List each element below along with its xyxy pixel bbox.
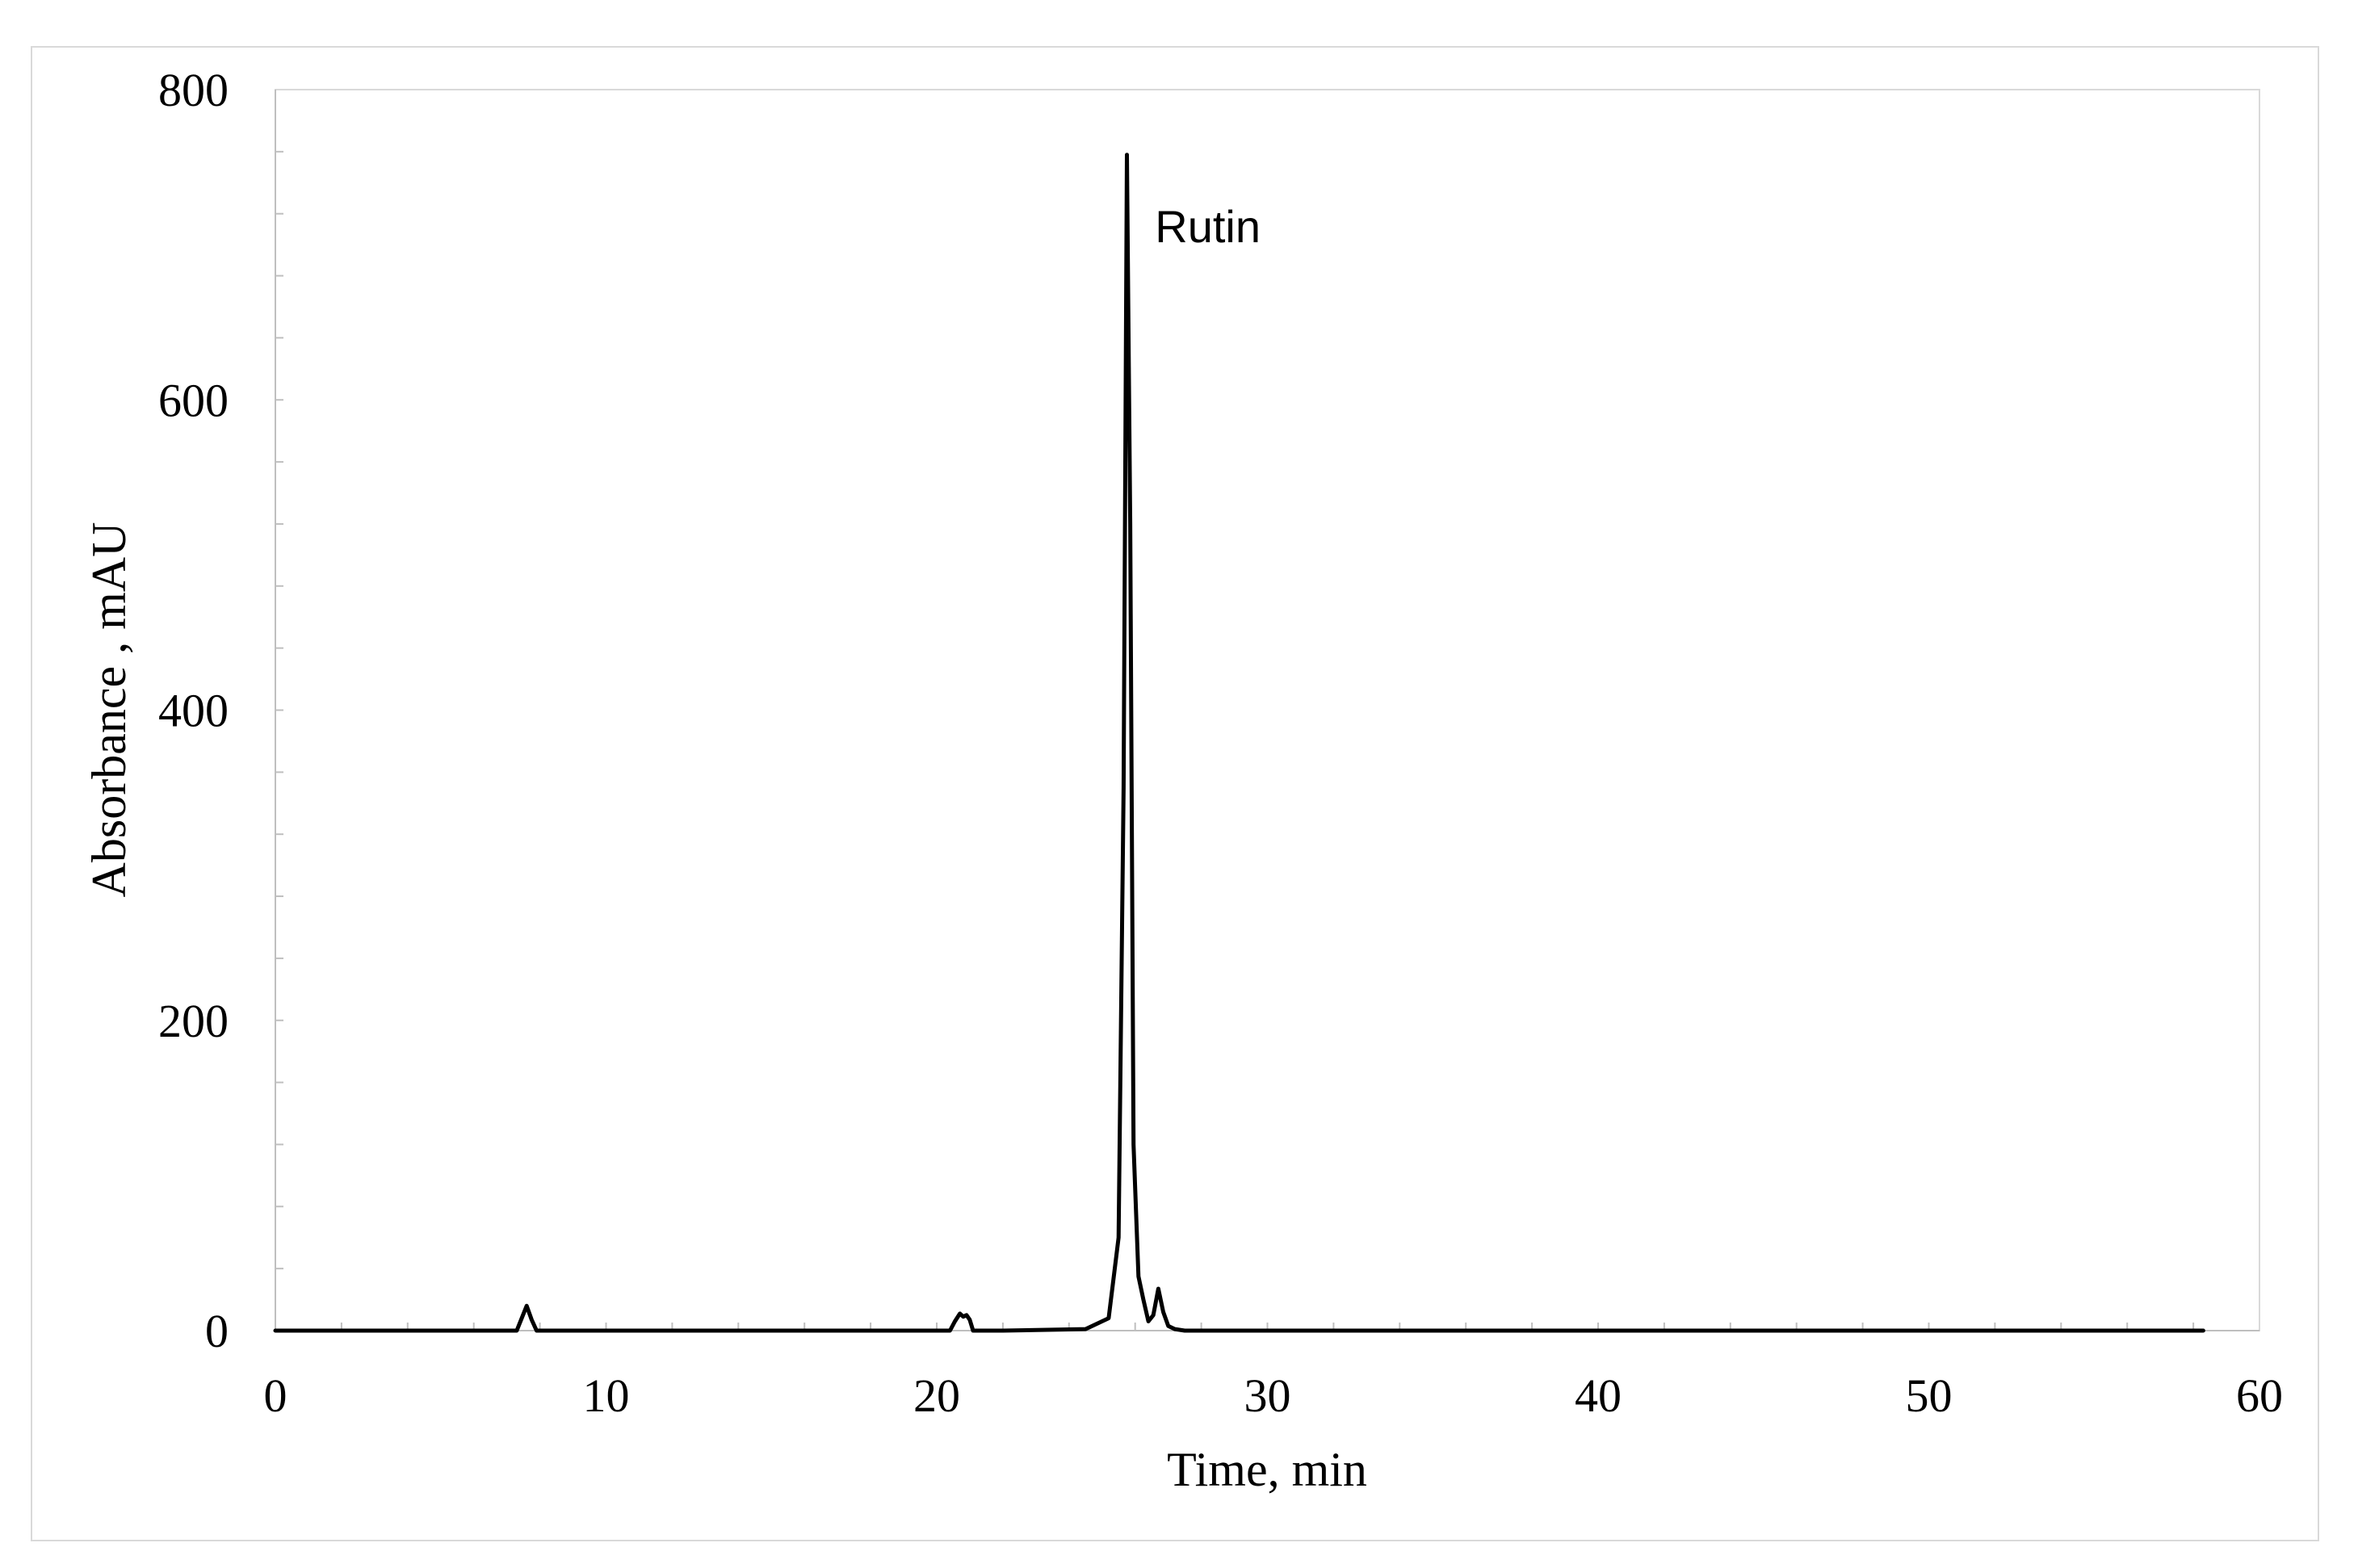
x-tick-label: 60 <box>2236 1369 2283 1422</box>
y-axis-title: Absorbance , mAU <box>82 522 136 898</box>
chromatogram-trace <box>273 153 2205 1333</box>
y-tick-label: 400 <box>158 685 229 737</box>
y-tick-label: 0 <box>205 1305 229 1357</box>
x-axis-title: Time, min <box>1167 1443 1367 1496</box>
plot-area-border <box>275 89 2260 1331</box>
x-tick-label: 20 <box>913 1369 960 1422</box>
x-tick-label: 50 <box>1906 1369 1953 1422</box>
y-minor-ticks <box>275 150 283 1270</box>
x-tick-labels: 0 10 20 30 40 50 60 <box>264 1369 2284 1422</box>
x-tick-label: 10 <box>583 1369 630 1422</box>
x-tick-label: 40 <box>1575 1369 1622 1422</box>
y-tick-labels: 0 200 400 600 800 <box>158 64 229 1357</box>
y-tick-label: 600 <box>158 374 229 426</box>
x-tick-label: 0 <box>264 1369 287 1422</box>
peak-annotation-rutin: Rutin <box>1155 201 1261 252</box>
figure-frame <box>31 46 2319 1541</box>
y-tick-label: 200 <box>158 995 229 1047</box>
x-tick-label: 30 <box>1244 1369 1291 1422</box>
y-tick-label: 800 <box>158 64 229 116</box>
